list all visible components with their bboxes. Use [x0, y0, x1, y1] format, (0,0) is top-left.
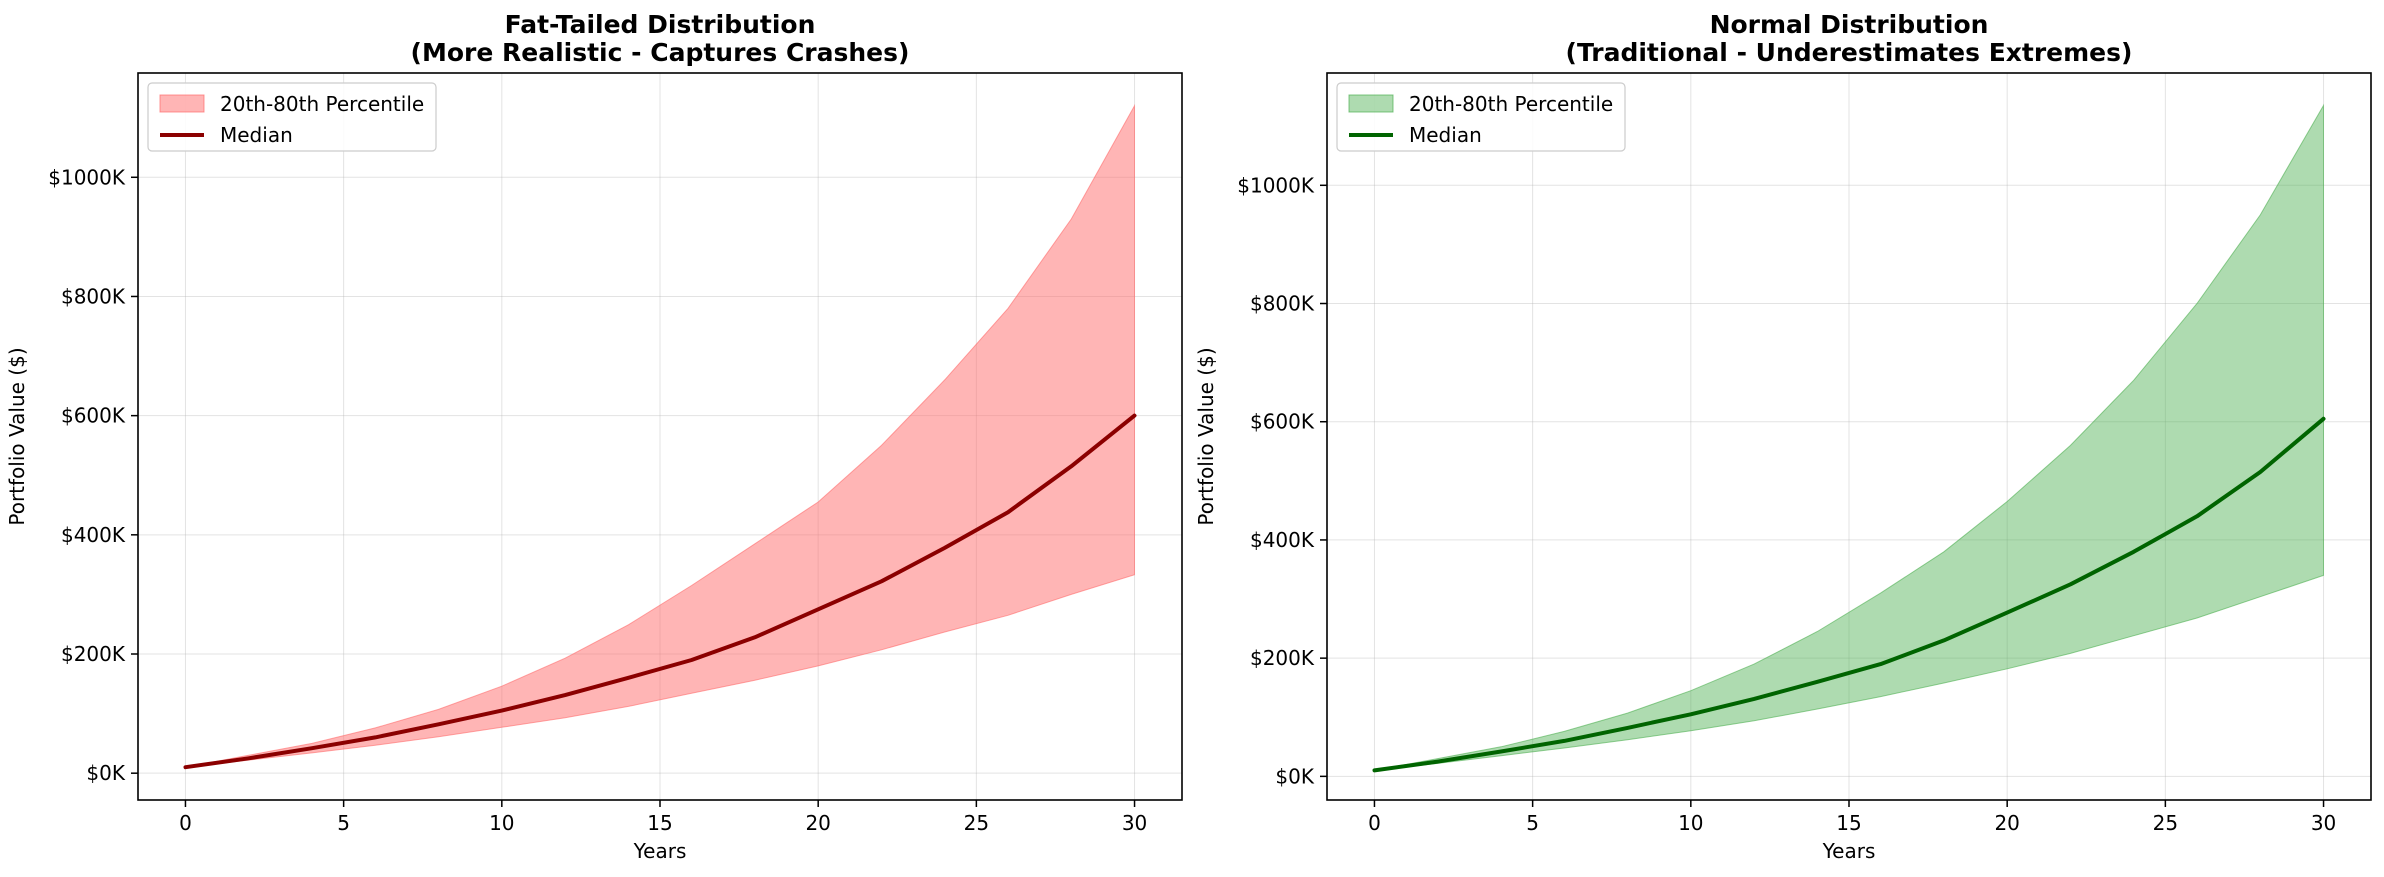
chart-panel-1: 0 5 10 15 20 25 30 $0K $200K $400K $600K $800K $1000… — [5, 10, 1183, 863]
chart-title-line-2: (More Realistic - Captures Crashes) — [411, 38, 910, 67]
y-tick-label: $0K — [1275, 764, 1314, 788]
legend-swatch-band — [159, 94, 205, 113]
y-tick-label: $400K — [1250, 528, 1315, 552]
legend-label-median: Median — [220, 123, 293, 147]
x-axis-label: Years — [633, 839, 687, 863]
y-tick-label: $400K — [61, 523, 126, 547]
y-tick-label: $1000K — [48, 165, 126, 189]
y-tick-label: $800K — [1250, 292, 1315, 316]
x-tick-label: 20 — [1994, 811, 2019, 835]
y-axis-label: Portfolio Value ($) — [1194, 347, 1218, 525]
x-tick-label: 25 — [2153, 811, 2178, 835]
x-tick-label: 5 — [1526, 811, 1539, 835]
x-tick-label: 20 — [805, 811, 830, 835]
y-tick-label: $0K — [86, 761, 125, 785]
x-tick-label: 15 — [647, 811, 672, 835]
legend-box — [1336, 82, 1626, 152]
x-tick-label: 25 — [964, 811, 989, 835]
legend-label-band: 20th-80th Percentile — [220, 92, 424, 116]
y-tick-label: $600K — [61, 404, 126, 428]
legend-label-band: 20th-80th Percentile — [1409, 92, 1613, 116]
median-line — [183, 413, 1137, 770]
percentile-band — [1374, 103, 2324, 771]
chart-title-line-2: (Traditional - Underestimates Extremes) — [1566, 38, 2133, 67]
y-axis-label: Portfolio Value ($) — [5, 347, 29, 525]
legend-swatch-band — [1348, 94, 1394, 113]
y-tick-label: $600K — [1250, 410, 1315, 434]
y-tick-label: $200K — [61, 642, 126, 666]
legend-label-median: Median — [1409, 123, 1482, 147]
chart-title-line-1: Normal Distribution — [1710, 10, 1989, 39]
x-tick-label: 10 — [1678, 811, 1703, 835]
percentile-band — [185, 103, 1135, 768]
x-tick-label: 30 — [1122, 811, 1147, 835]
x-tick-label: 0 — [179, 811, 192, 835]
median-line — [1372, 416, 2326, 773]
x-tick-label: 5 — [337, 811, 350, 835]
y-tick-label: $1000K — [1237, 173, 1315, 197]
chart-title-line-1: Fat-Tailed Distribution — [505, 10, 816, 39]
legend-box — [147, 82, 437, 152]
x-tick-label: 0 — [1368, 811, 1381, 835]
x-tick-label: 15 — [1836, 811, 1861, 835]
x-tick-label: 30 — [2311, 811, 2336, 835]
x-axis-label: Years — [1822, 839, 1876, 863]
chart-panel-2: 0 5 10 15 20 25 30 $0K $200K $400K $600K $800K $1000… — [1194, 10, 2372, 863]
y-tick-label: $200K — [1250, 646, 1315, 670]
y-tick-label: $800K — [61, 284, 126, 308]
x-tick-label: 10 — [489, 811, 514, 835]
